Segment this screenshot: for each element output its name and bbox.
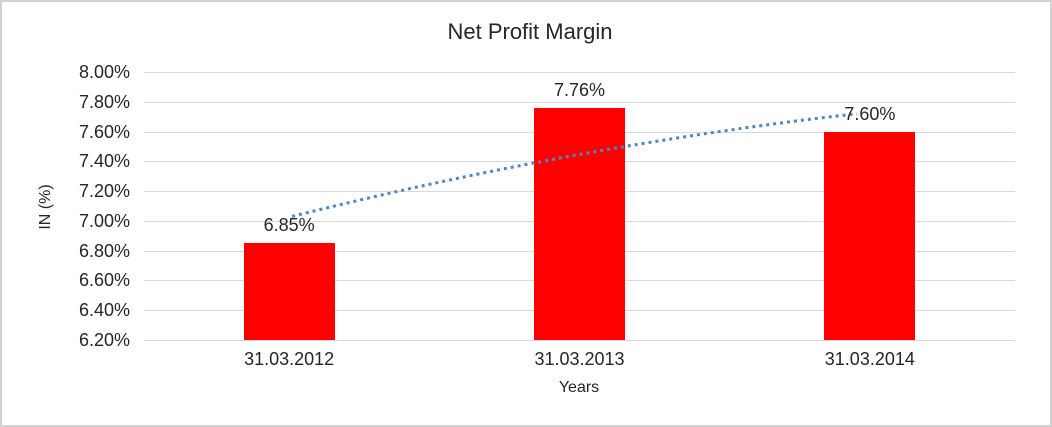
bar — [243, 243, 335, 340]
x-axis-title: Years — [558, 379, 600, 396]
x-category-label: 31.03.2014 — [824, 349, 915, 369]
y-axis-title: IN (%) — [37, 184, 54, 230]
y-tick-label: 7.60% — [78, 121, 130, 142]
bar-data-label: 7.60% — [844, 103, 896, 124]
y-tick-label: 6.60% — [78, 270, 130, 291]
y-tick-label: 7.00% — [78, 210, 130, 231]
gridline — [144, 101, 1015, 103]
y-tick-label: 7.80% — [78, 91, 130, 112]
x-category-label: 31.03.2012 — [244, 349, 335, 369]
bar-data-label: 6.85% — [263, 215, 315, 236]
y-tick-label: 6.20% — [78, 330, 130, 350]
y-tick-label: 8.00% — [78, 62, 130, 82]
bar-data-label: 7.76% — [553, 79, 606, 100]
bar — [824, 131, 916, 340]
bar — [534, 107, 625, 340]
chart-title: Net Profit Margin — [447, 19, 613, 44]
x-category-label: 31.03.2013 — [534, 349, 625, 369]
gridline — [144, 72, 1015, 73]
y-tick-label: 7.40% — [78, 151, 130, 172]
gridline — [144, 340, 1015, 341]
y-tick-label: 6.40% — [78, 300, 130, 321]
y-tick-label: 7.20% — [78, 181, 130, 202]
y-tick-label: 6.80% — [78, 240, 130, 261]
